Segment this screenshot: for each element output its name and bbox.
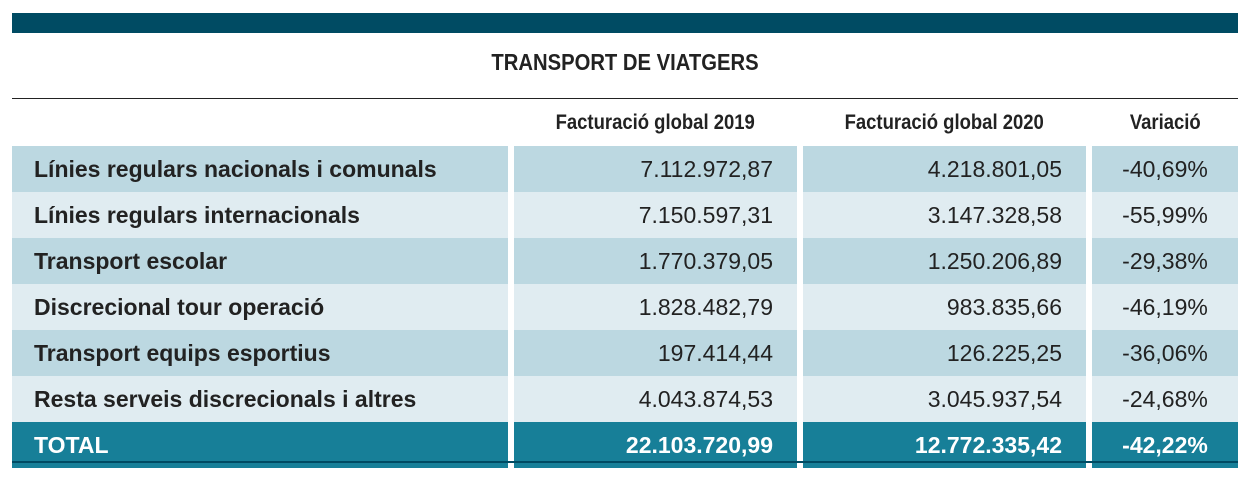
- value-variation: -29,38%: [1092, 238, 1238, 284]
- header-2019: Facturació global 2019: [555, 111, 756, 134]
- header-2020: Facturació global 2020: [844, 111, 1045, 134]
- value-variation: -24,68%: [1092, 376, 1238, 422]
- value-2020: 3.045.937,54: [803, 376, 1086, 422]
- value-2020: 3.147.328,58: [803, 192, 1086, 238]
- table-title: TRANSPORT DE VIATGERS: [491, 49, 759, 75]
- value-variation: -55,99%: [1092, 192, 1238, 238]
- value-2019: 7.112.972,87: [514, 146, 797, 192]
- row-label: Transport escolar: [12, 238, 508, 284]
- total-label: TOTAL: [12, 422, 508, 468]
- value-2019: 4.043.874,53: [514, 376, 797, 422]
- row-label: Línies regulars nacionals i comunals: [12, 146, 508, 192]
- title-divider: [12, 98, 1238, 99]
- value-variation: -36,06%: [1092, 330, 1238, 376]
- value-variation: -46,19%: [1092, 284, 1238, 330]
- top-accent-bar: [12, 13, 1238, 33]
- row-label: Discrecional tour operació: [12, 284, 508, 330]
- total-2019: 22.103.720,99: [514, 422, 797, 468]
- table-row: Transport escolar 1.770.379,05 1.250.206…: [12, 238, 1238, 284]
- table-row: Discrecional tour operació 1.828.482,79 …: [12, 284, 1238, 330]
- total-variation: -42,22%: [1092, 422, 1238, 468]
- table-row: Línies regulars nacionals i comunals 7.1…: [12, 146, 1238, 192]
- value-variation: -40,69%: [1092, 146, 1238, 192]
- table-row: Transport equips esportius 197.414,44 12…: [12, 330, 1238, 376]
- table-row: Línies regulars internacionals 7.150.597…: [12, 192, 1238, 238]
- value-2020: 126.225,25: [803, 330, 1086, 376]
- value-2020: 1.250.206,89: [803, 238, 1086, 284]
- row-label: Línies regulars internacionals: [12, 192, 508, 238]
- value-2019: 197.414,44: [514, 330, 797, 376]
- bottom-divider: [12, 461, 1238, 463]
- header-variation: Variació: [1129, 111, 1201, 134]
- table-header: Facturació global 2019 Facturació global…: [12, 100, 1238, 146]
- row-label: Transport equips esportius: [12, 330, 508, 376]
- row-label: Resta serveis discrecionals i altres: [12, 376, 508, 422]
- value-2019: 1.828.482,79: [514, 284, 797, 330]
- value-2019: 7.150.597,31: [514, 192, 797, 238]
- table-row: Resta serveis discrecionals i altres 4.0…: [12, 376, 1238, 422]
- value-2020: 4.218.801,05: [803, 146, 1086, 192]
- total-2020: 12.772.335,42: [803, 422, 1086, 468]
- total-row: TOTAL 22.103.720,99 12.772.335,42 -42,22…: [12, 422, 1238, 468]
- value-2019: 1.770.379,05: [514, 238, 797, 284]
- header-label-col: [12, 100, 508, 146]
- value-2020: 983.835,66: [803, 284, 1086, 330]
